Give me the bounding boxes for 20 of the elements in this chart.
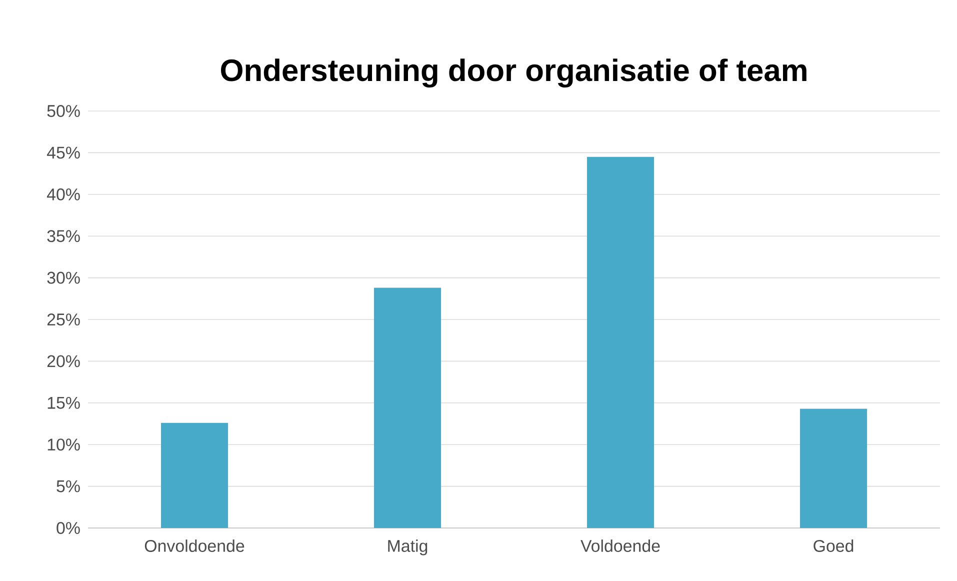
y-tick-label: 35% bbox=[47, 230, 80, 242]
y-tick-label: 50% bbox=[47, 105, 80, 118]
y-tick-label: 5% bbox=[56, 480, 80, 492]
bar bbox=[374, 288, 442, 528]
y-tick-label: 20% bbox=[47, 355, 80, 368]
x-tick-label: Voldoende bbox=[580, 540, 660, 552]
y-tick-label: 15% bbox=[48, 396, 80, 409]
y-tick-label: 45% bbox=[46, 146, 80, 159]
bar bbox=[587, 156, 654, 528]
chart-title: Ondersteuning door organisatie of team bbox=[220, 58, 806, 88]
x-tick-label: Matig bbox=[388, 540, 428, 556]
y-tick-label: 0% bbox=[56, 522, 80, 534]
bar bbox=[161, 422, 228, 528]
bar bbox=[800, 408, 868, 528]
y-tick-label: 25% bbox=[47, 314, 80, 326]
y-tick-label: 10% bbox=[48, 438, 80, 451]
y-tick-label: 30% bbox=[47, 272, 80, 284]
y-tick-label: 40% bbox=[46, 188, 80, 200]
x-tick-label: Goed bbox=[814, 540, 854, 552]
x-tick-label: Onvoldoende bbox=[144, 540, 244, 552]
